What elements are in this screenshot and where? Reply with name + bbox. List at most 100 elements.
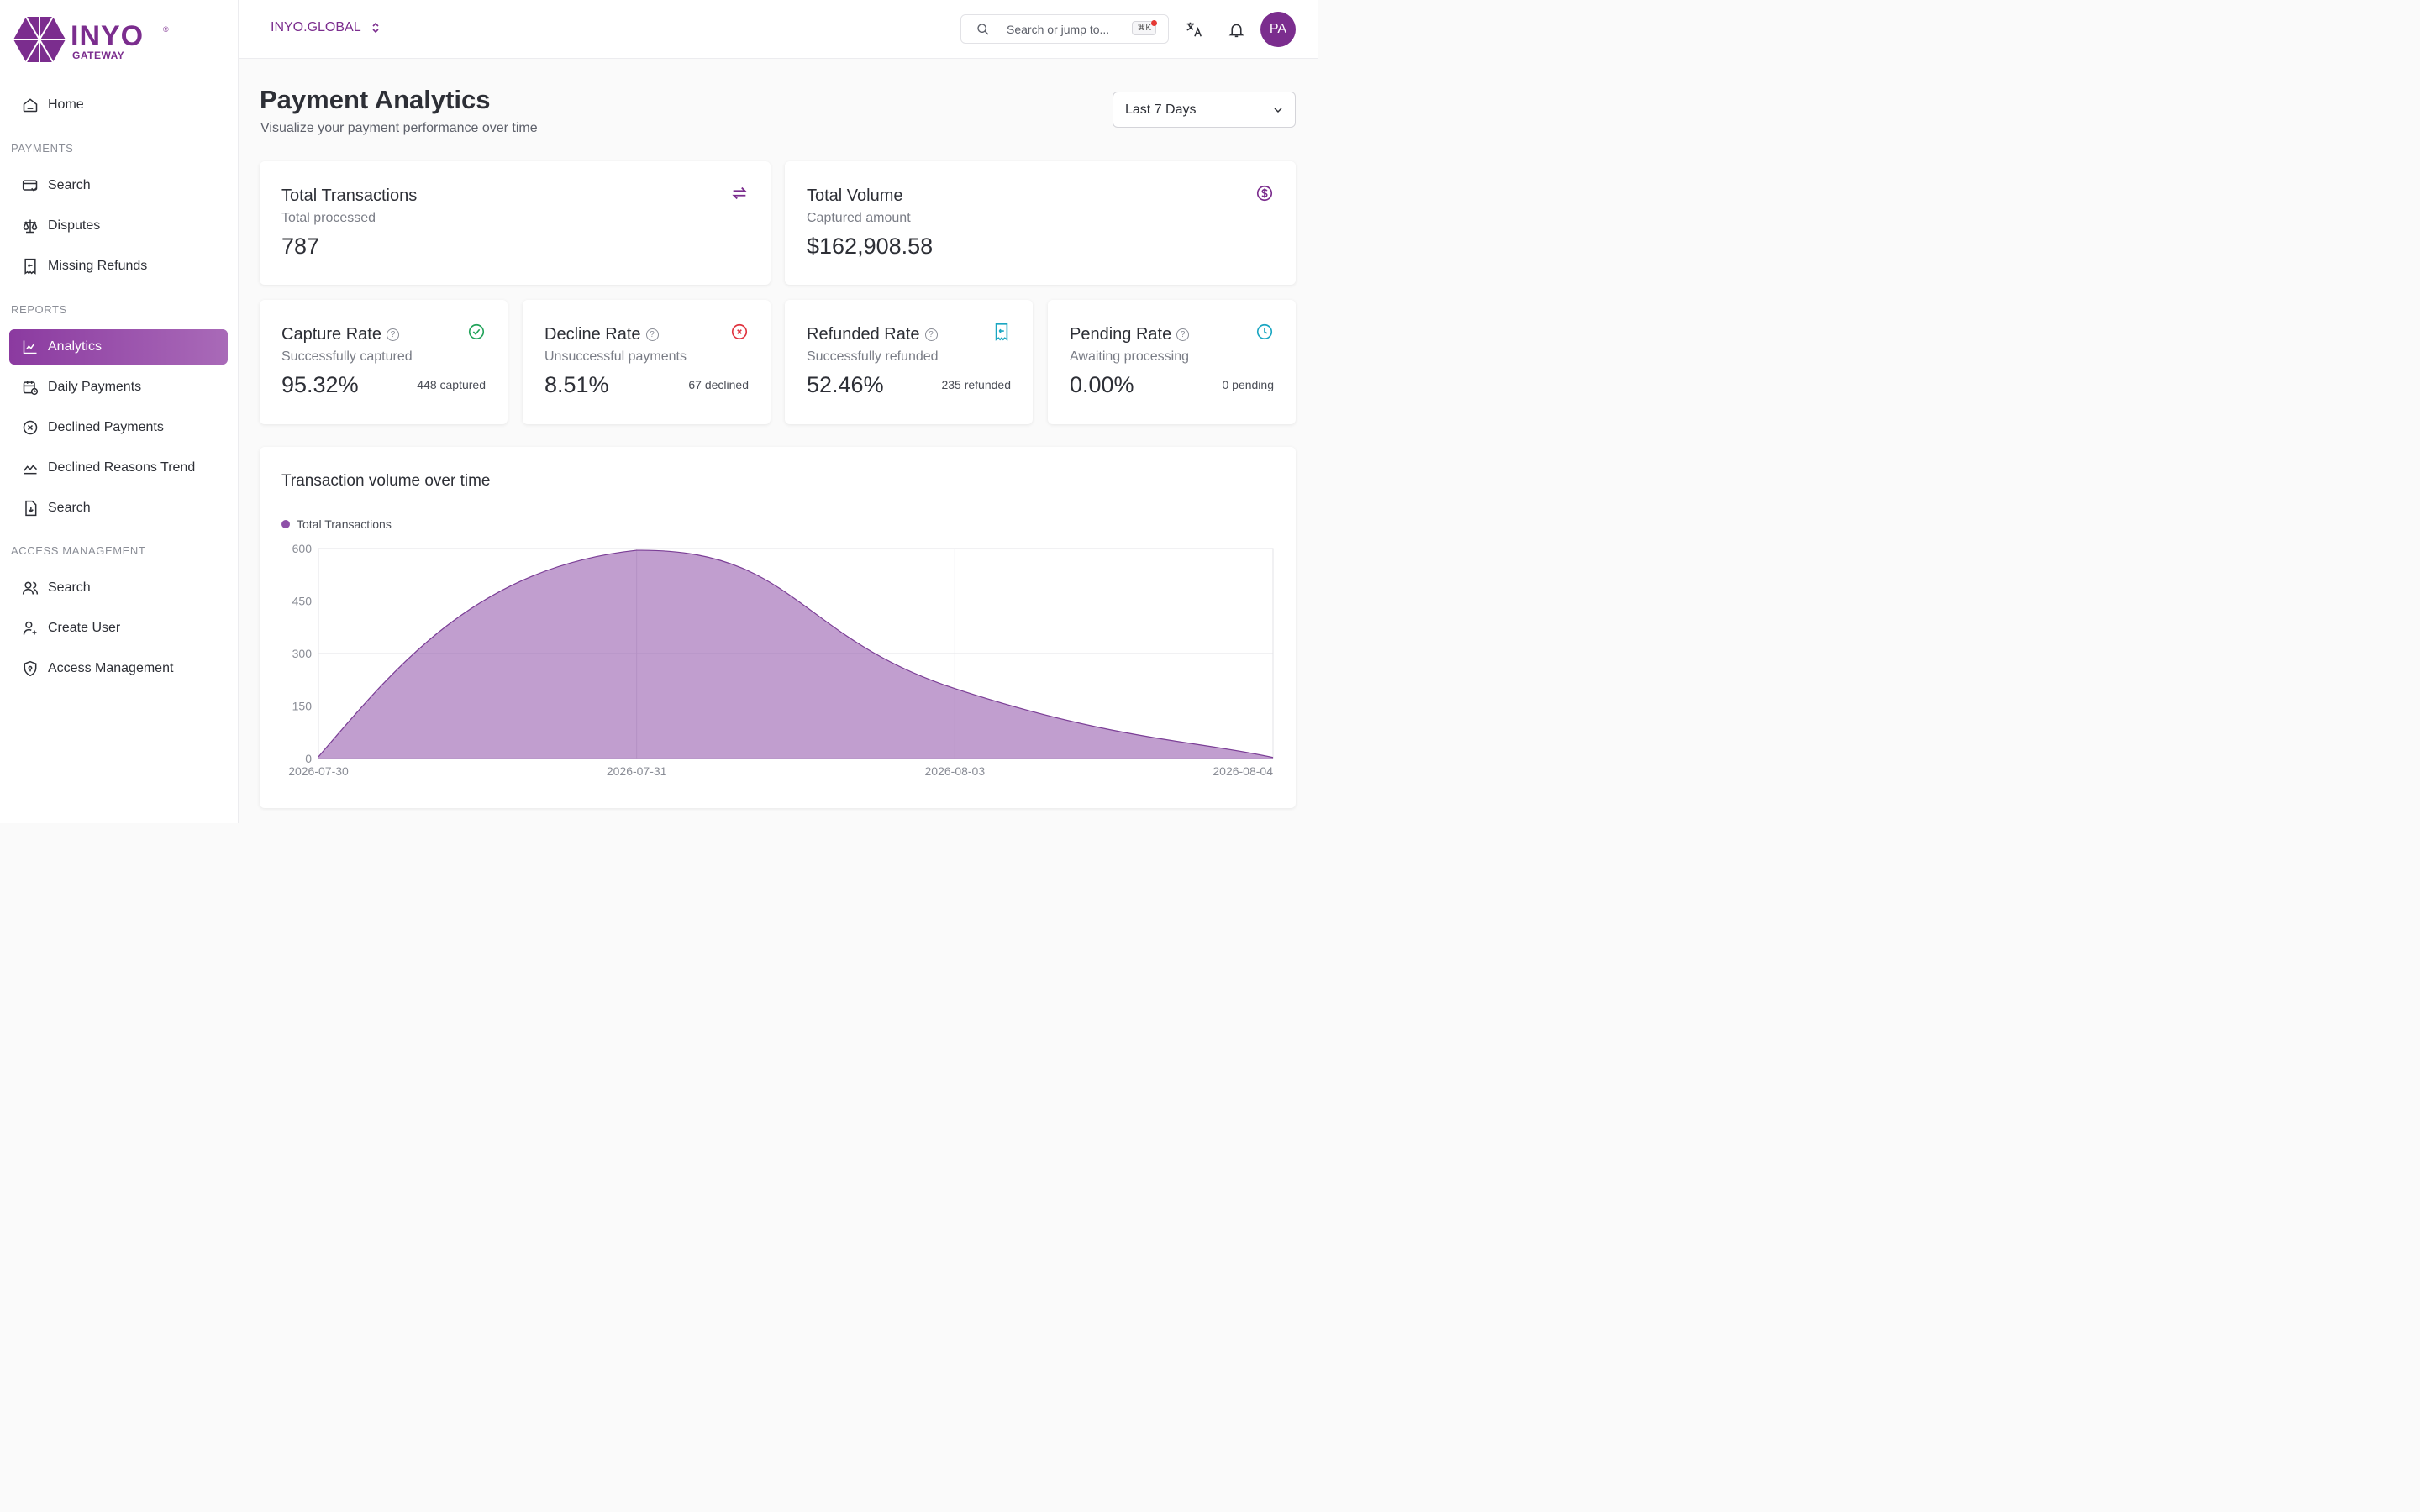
sidebar-item-daily-payments[interactable]: Daily Payments — [9, 370, 228, 405]
card-title-text: Decline Rate — [544, 325, 641, 344]
area-chart: 0 150 300 450 600 2026-07-30 2026-07-31 2026-08… — [288, 542, 1274, 778]
sidebar-item-label: Daily Payments — [48, 380, 142, 394]
calendar-clock-icon — [21, 378, 39, 396]
sidebar-item-create-user[interactable]: Create User — [9, 611, 228, 646]
translate-icon[interactable] — [1184, 19, 1204, 39]
card-title-text: Pending Rate — [1070, 325, 1172, 344]
card-subtitle: Total processed — [281, 211, 376, 225]
section-reports: REPORTS — [11, 303, 67, 316]
sidebar-item-label: Missing Refunds — [48, 259, 148, 273]
brand-name: INYO — [71, 20, 145, 52]
chart-icon — [21, 338, 39, 356]
sidebar-item-label: Home — [48, 97, 84, 112]
org-switcher[interactable]: INYO.GLOBAL — [271, 20, 380, 35]
sidebar-item-payments-search[interactable]: Search — [9, 168, 228, 203]
help-icon[interactable]: ? — [924, 328, 938, 341]
legend-label: Total Transactions — [297, 517, 392, 531]
users-icon — [21, 579, 39, 597]
y-tick-label: 300 — [292, 647, 313, 660]
card-subtitle: Unsuccessful payments — [544, 349, 687, 364]
sidebar-item-declined-payments[interactable]: Declined Payments — [9, 410, 228, 445]
file-download-icon — [21, 499, 39, 517]
sidebar-item-reports-search[interactable]: Search — [9, 491, 228, 526]
bell-icon[interactable] — [1226, 19, 1246, 39]
avatar[interactable]: PA — [1260, 12, 1296, 47]
date-range-select[interactable]: Last 7 Days — [1113, 92, 1296, 128]
sidebar-item-label: Access Management — [48, 661, 174, 675]
sidebar-item-declined-reasons-trend[interactable]: Declined Reasons Trend — [9, 450, 228, 486]
sidebar-item-label: Create User — [48, 621, 121, 635]
card-subtitle: Captured amount — [807, 211, 911, 225]
series-line-total-transactions — [318, 549, 1274, 759]
shortcut-badge: ⌘K — [1132, 21, 1156, 35]
card-pending-rate: Pending Rate? Awaiting processing 0.00% … — [1048, 300, 1296, 424]
card-value: 787 — [281, 234, 320, 259]
x-tick-label: 2026-08-04 — [1213, 764, 1273, 778]
card-meta: 0 pending — [1222, 378, 1274, 391]
app: INYO ® GATEWAY Home PAYMENTS Search Disp… — [0, 0, 1318, 823]
scale-icon — [21, 217, 39, 235]
card-value: $162,908.58 — [807, 234, 934, 259]
user-plus-icon — [21, 619, 39, 638]
card-title: Total Volume — [807, 186, 903, 205]
org-name: INYO.GLOBAL — [271, 20, 361, 34]
sidebar-item-label: Disputes — [48, 218, 101, 233]
x-circle-icon — [730, 323, 749, 341]
sidebar-item-label: Declined Payments — [48, 420, 164, 434]
sidebar-item-missing-refunds[interactable]: Missing Refunds — [9, 249, 228, 284]
section-access-management: ACCESS MANAGEMENT — [11, 544, 146, 557]
search-icon — [977, 23, 989, 34]
card-meta: 235 refunded — [941, 378, 1011, 391]
x-tick-label: 2026-07-31 — [607, 764, 667, 778]
help-icon[interactable]: ? — [645, 328, 659, 341]
card-value: 8.51% — [544, 372, 609, 397]
sidebar: INYO ® GATEWAY Home PAYMENTS Search Disp… — [0, 0, 239, 823]
brand-registered: ® — [163, 25, 169, 34]
y-tick-label: 150 — [292, 700, 313, 713]
sidebar-item-users-search[interactable]: Search — [9, 570, 228, 606]
card-total-transactions: Total Transactions Total processed 787 — [260, 161, 771, 285]
sidebar-item-home[interactable]: Home — [9, 87, 228, 123]
brand-logo[interactable]: INYO ® GATEWAY — [13, 15, 173, 67]
hexagon-logo-icon — [13, 16, 66, 63]
card-value: 0.00% — [1070, 372, 1134, 397]
shield-icon — [21, 659, 39, 678]
receipt-refund-icon — [21, 257, 39, 276]
x-circle-icon — [21, 418, 39, 437]
card-capture-rate: Capture Rate? Successfully captured 95.3… — [260, 300, 508, 424]
dollar-circle-icon — [1255, 184, 1274, 202]
home-icon — [21, 96, 39, 114]
y-tick-label: 600 — [292, 542, 313, 555]
sidebar-item-analytics[interactable]: Analytics — [9, 329, 228, 365]
page-subtitle: Visualize your payment performance over … — [260, 121, 538, 135]
arrows-exchange-icon — [730, 184, 749, 202]
card-refunded-rate: Refunded Rate? Successfully refunded 52.… — [785, 300, 1033, 424]
card-subtitle: Awaiting processing — [1070, 349, 1190, 364]
card-title: Decline Rate? — [544, 325, 659, 344]
chart-legend[interactable]: Total Transactions — [281, 517, 392, 531]
sidebar-item-access-management[interactable]: Access Management — [9, 651, 228, 686]
card-title: Capture Rate? — [281, 325, 399, 344]
legend-swatch — [281, 520, 290, 528]
check-circle-icon — [467, 323, 486, 341]
section-payments: PAYMENTS — [11, 142, 74, 155]
card-title: Pending Rate? — [1070, 325, 1190, 344]
card-decline-rate: Decline Rate? Unsuccessful payments 8.51… — [523, 300, 771, 424]
y-tick-label: 0 — [305, 752, 312, 765]
card-title-text: Refunded Rate — [807, 325, 920, 344]
card-value: 52.46% — [807, 372, 884, 397]
card-title: Refunded Rate? — [807, 325, 938, 344]
card-subtitle: Successfully captured — [281, 349, 413, 364]
card-title: Total Transactions — [281, 186, 418, 205]
search-placeholder: Search or jump to... — [1007, 22, 1110, 36]
card-subtitle: Successfully refunded — [807, 349, 939, 364]
card-title-text: Capture Rate — [281, 325, 381, 344]
sidebar-item-label: Search — [48, 501, 91, 515]
help-icon[interactable]: ? — [386, 328, 399, 341]
sidebar-item-disputes[interactable]: Disputes — [9, 208, 228, 244]
page-title: Payment Analytics — [260, 85, 491, 114]
card-search-icon — [21, 176, 39, 195]
help-icon[interactable]: ? — [1176, 328, 1190, 341]
global-search[interactable]: Search or jump to... ⌘K — [960, 14, 1169, 44]
receipt-refund-icon — [992, 323, 1011, 341]
